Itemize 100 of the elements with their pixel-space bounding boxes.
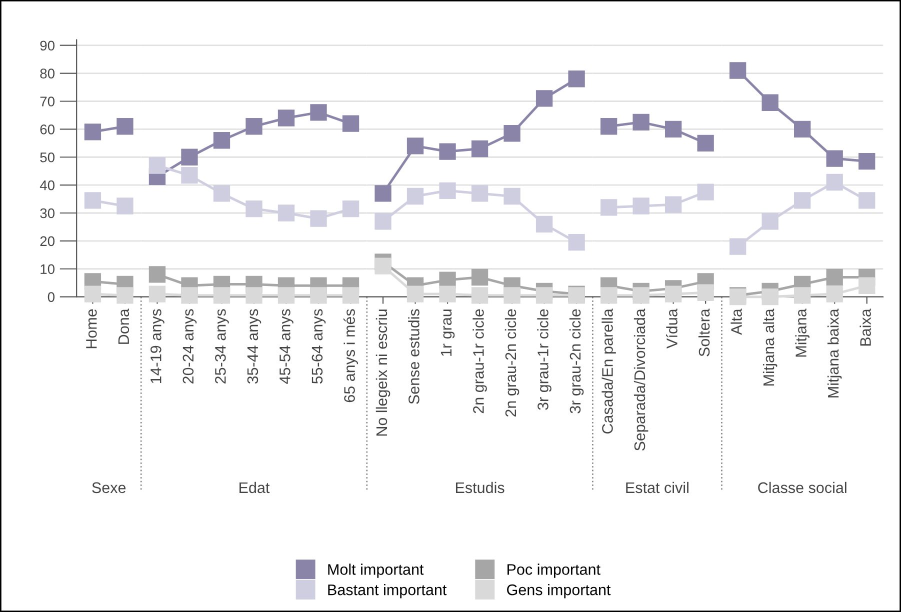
point [762, 94, 778, 111]
point [697, 134, 714, 152]
point [632, 198, 650, 214]
x-tick-label: Mitjana baixa [827, 308, 842, 398]
point [504, 287, 520, 304]
point [116, 118, 134, 135]
point [471, 140, 488, 158]
point [406, 188, 424, 205]
point [536, 287, 553, 304]
legend-label: Molt important [328, 564, 424, 578]
point [310, 287, 327, 304]
point [794, 192, 811, 209]
x-tick-label: Home [86, 309, 97, 348]
point [181, 166, 198, 184]
y-tick-label: 20 [40, 236, 55, 246]
point [278, 204, 295, 222]
y-tick-label: 10 [40, 264, 55, 274]
x-tick-label: Mitjana [795, 308, 810, 357]
point [246, 287, 262, 304]
y-tick-label: 80 [40, 68, 55, 78]
point [664, 120, 682, 138]
x-tick-label: Separada/Divorciada [634, 308, 648, 451]
point [664, 286, 682, 302]
point [762, 288, 778, 306]
point [664, 196, 682, 213]
point [148, 286, 166, 302]
point [84, 286, 102, 302]
point [84, 192, 102, 209]
x-tick-label: 2n grau-2n cicle [504, 309, 520, 417]
point [762, 213, 778, 230]
point [374, 258, 392, 274]
point [729, 62, 746, 79]
x-axis-title: Estat civil [626, 482, 688, 494]
point [439, 182, 456, 199]
point [148, 266, 166, 283]
point [600, 118, 618, 135]
x-tick-label: 3r grau-1r cicle [537, 309, 552, 410]
point [278, 110, 295, 126]
y-tick-label: 60 [40, 124, 55, 134]
x-tick-label: Casada/En parella [602, 308, 616, 434]
y-tick-label: 30 [40, 208, 55, 218]
point [406, 286, 424, 302]
point [858, 152, 876, 170]
x-axis-title: Estudis [456, 482, 504, 494]
point [374, 213, 392, 230]
y-tick-label: 70 [40, 96, 55, 106]
x-tick-label: No llegeix ni escriu [376, 310, 390, 436]
x-tick-label: Soltera [698, 308, 710, 356]
point [568, 234, 585, 251]
x-tick-label: 25-34 anys [215, 309, 229, 384]
point [471, 287, 488, 304]
point [600, 199, 618, 216]
y-tick-label: 0 [48, 292, 55, 302]
x-tick-label: 2n grau-1r cicle [472, 309, 487, 414]
point [536, 90, 553, 107]
x-tick-label: Mitjana alta [762, 308, 778, 386]
x-tick-label: Alta [730, 308, 742, 335]
point [504, 125, 520, 142]
x-tick-label: 1r grau [440, 310, 455, 356]
point [406, 138, 424, 154]
x-tick-label: 14-19 anys [150, 309, 164, 384]
point [213, 287, 230, 304]
point [471, 185, 488, 202]
point [600, 287, 618, 304]
point [181, 148, 198, 166]
legend-label: Bastant important [328, 584, 447, 598]
point [697, 184, 714, 200]
point [858, 192, 876, 209]
point [342, 200, 360, 218]
point [181, 287, 198, 304]
point [632, 287, 650, 304]
x-tick-label: 45-54 anys [280, 309, 294, 384]
x-axis-title: Sexe [92, 482, 126, 494]
point [826, 150, 843, 167]
point [439, 286, 456, 302]
point [794, 287, 811, 304]
point [826, 268, 843, 286]
point [116, 198, 134, 214]
x-tick-label: Baixa [860, 308, 871, 346]
point [310, 104, 327, 121]
point [246, 200, 262, 218]
x-tick-label: Vídua [666, 308, 678, 348]
point [342, 287, 360, 304]
point [729, 238, 746, 255]
point [439, 143, 456, 160]
point [858, 277, 876, 294]
y-tick-label: 40 [40, 180, 55, 190]
point [632, 114, 650, 131]
point [246, 118, 262, 135]
legend-label: Poc important [508, 564, 600, 578]
x-tick-label: 3r grau-2n cicle [569, 309, 584, 414]
x-tick-label: Sense estudis [408, 309, 420, 404]
point [213, 185, 230, 202]
point [278, 287, 295, 304]
y-tick-label: 50 [40, 152, 55, 162]
x-axis-title: Classe social [758, 482, 846, 494]
point [826, 174, 843, 191]
x-tick-label: 55-64 anys [312, 309, 326, 384]
x-tick-label: Dona [118, 308, 130, 344]
point [536, 216, 553, 233]
